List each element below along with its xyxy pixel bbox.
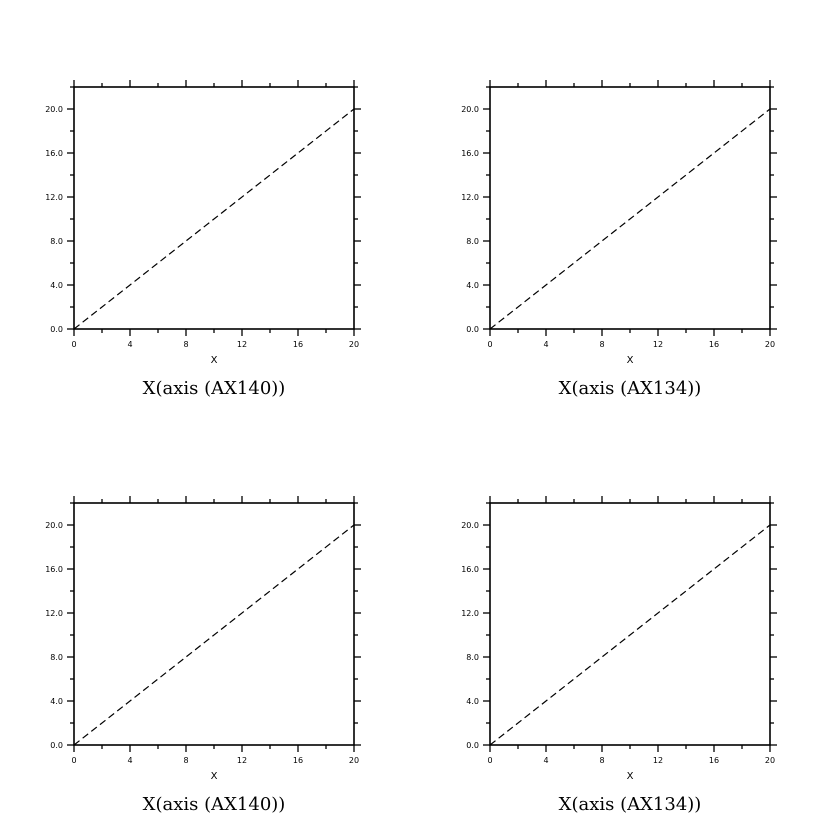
y-tick-label: 0.0 bbox=[50, 741, 63, 750]
y-tick-label: 8.0 bbox=[466, 653, 479, 662]
series-line bbox=[489, 108, 771, 330]
x-tick-label: 0 bbox=[71, 340, 76, 349]
x-tick-label: 20 bbox=[765, 756, 775, 765]
panel-title: X(axis (AX134)) bbox=[559, 794, 702, 815]
chart-panel: 0 4 8 12 16 20 0.0 4.0 8.0 12.0 16.0 20.0 X X(axis (A… bbox=[461, 496, 777, 815]
y-tick-label: 8.0 bbox=[50, 653, 63, 662]
x-tick-label: 8 bbox=[599, 756, 604, 765]
y-tick-label: 16.0 bbox=[461, 565, 479, 574]
panel-title: X(axis (AX140)) bbox=[143, 378, 286, 399]
y-tick-label: 8.0 bbox=[50, 237, 63, 246]
plot-frame bbox=[73, 86, 355, 330]
x-tick-label: 0 bbox=[487, 756, 492, 765]
x-axis-label: X bbox=[627, 771, 634, 782]
x-axis-label: X bbox=[627, 355, 634, 366]
series-line bbox=[73, 108, 355, 330]
x-tick-label: 20 bbox=[349, 756, 359, 765]
x-tick-label: 16 bbox=[293, 756, 303, 765]
x-tick-label: 12 bbox=[653, 756, 663, 765]
y-tick-label: 12.0 bbox=[45, 193, 63, 202]
x-tick-label: 8 bbox=[599, 340, 604, 349]
y-tick-label: 16.0 bbox=[45, 565, 63, 574]
chart-panel: 0 4 8 12 16 20 0.0 4.0 8.0 12.0 16.0 20.0 X X(axis (A… bbox=[461, 80, 777, 399]
chart-panel: 0 4 8 12 16 20 0.0 4.0 8.0 12.0 16.0 20.0 X X(axis (A… bbox=[45, 80, 361, 399]
y-tick-label: 0.0 bbox=[466, 741, 479, 750]
plot-frame bbox=[73, 502, 355, 746]
x-tick-label: 4 bbox=[543, 756, 548, 765]
x-tick-label: 16 bbox=[709, 340, 719, 349]
x-tick-label: 4 bbox=[543, 340, 548, 349]
x-tick-label: 4 bbox=[127, 756, 132, 765]
y-tick-label: 4.0 bbox=[466, 281, 479, 290]
y-tick-label: 20.0 bbox=[461, 521, 479, 530]
x-axis-label: X bbox=[211, 771, 218, 782]
series-line bbox=[489, 524, 771, 746]
y-tick-label: 8.0 bbox=[466, 237, 479, 246]
plot-frame bbox=[489, 86, 771, 330]
x-tick-label: 8 bbox=[183, 756, 188, 765]
x-tick-label: 12 bbox=[237, 340, 247, 349]
x-tick-label: 8 bbox=[183, 340, 188, 349]
x-tick-label: 16 bbox=[293, 340, 303, 349]
y-tick-label: 20.0 bbox=[461, 105, 479, 114]
x-tick-label: 12 bbox=[653, 340, 663, 349]
x-tick-label: 12 bbox=[237, 756, 247, 765]
panel-title: X(axis (AX134)) bbox=[559, 378, 702, 399]
y-tick-label: 16.0 bbox=[461, 149, 479, 158]
x-tick-label: 0 bbox=[487, 340, 492, 349]
panel-title: X(axis (AX140)) bbox=[143, 794, 286, 815]
y-tick-label: 12.0 bbox=[461, 193, 479, 202]
x-tick-label: 16 bbox=[709, 756, 719, 765]
x-axis-label: X bbox=[211, 355, 218, 366]
x-tick-label: 20 bbox=[765, 340, 775, 349]
series-line bbox=[73, 524, 355, 746]
y-tick-label: 12.0 bbox=[461, 609, 479, 618]
y-tick-label: 12.0 bbox=[45, 609, 63, 618]
y-tick-label: 4.0 bbox=[50, 281, 63, 290]
x-tick-label: 0 bbox=[71, 756, 76, 765]
y-tick-label: 20.0 bbox=[45, 521, 63, 530]
plot-frame bbox=[489, 502, 771, 746]
y-tick-label: 0.0 bbox=[466, 325, 479, 334]
y-tick-label: 4.0 bbox=[50, 697, 63, 706]
chart-panel: 0 4 8 12 16 20 0.0 4.0 8.0 12.0 16.0 20.0 X X(axis (A… bbox=[45, 496, 361, 815]
x-tick-label: 4 bbox=[127, 340, 132, 349]
y-tick-label: 16.0 bbox=[45, 149, 63, 158]
y-tick-label: 4.0 bbox=[466, 697, 479, 706]
y-tick-label: 0.0 bbox=[50, 325, 63, 334]
y-tick-label: 20.0 bbox=[45, 105, 63, 114]
x-tick-label: 20 bbox=[349, 340, 359, 349]
